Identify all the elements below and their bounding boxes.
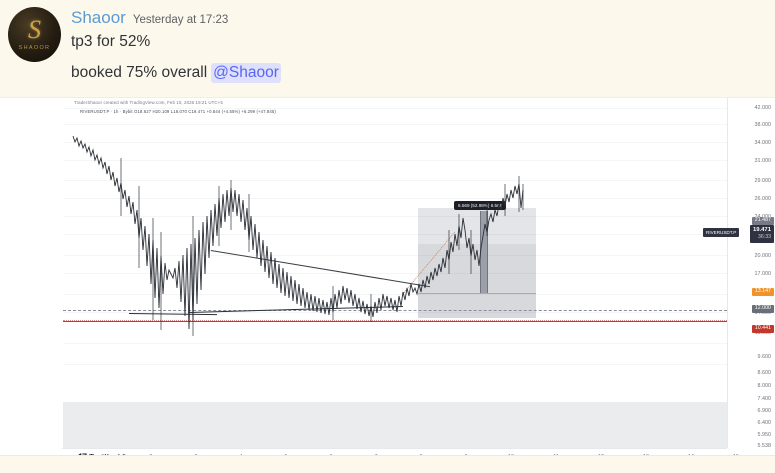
measure-box-upper bbox=[418, 208, 536, 244]
current-price-badge: 19.471 36:33 bbox=[749, 225, 774, 243]
gridline bbox=[63, 294, 727, 295]
message-line-2-text: booked 75% overall bbox=[71, 64, 208, 81]
price-tick: 5.950 bbox=[757, 432, 772, 438]
current-price-value: 19.471 bbox=[752, 227, 771, 233]
avatar: S SHAOOR bbox=[8, 7, 61, 62]
price-axis[interactable]: 42.000 38.000 34.000 31.000 29.000 26.00… bbox=[727, 98, 775, 449]
price-tick: 31.000 bbox=[754, 158, 772, 164]
chart-watermark-title: TraderShaoor created with TradingView.co… bbox=[74, 100, 223, 105]
avatar-monogram: S bbox=[28, 15, 41, 44]
measure-box-lower[interactable] bbox=[418, 244, 536, 318]
message-block: S SHAOOR Shaoor Yesterday at 17:23 tp3 f… bbox=[0, 0, 775, 97]
price-tick: 7.400 bbox=[757, 396, 772, 402]
gridline bbox=[63, 273, 727, 274]
message-line-2: booked 75% overall @Shaoor bbox=[71, 63, 281, 83]
price-tick: 34.000 bbox=[754, 140, 772, 146]
measure-entry-line bbox=[418, 293, 536, 294]
price-tick: 20.000 bbox=[754, 253, 772, 259]
chart-pane: TraderShaoor created with TradingView.co… bbox=[0, 97, 775, 473]
price-badge-slate: 21.487 bbox=[751, 217, 774, 226]
message-line-1: tp3 for 52% bbox=[71, 33, 151, 50]
symbol-tag: RIVERUSDT.P bbox=[703, 228, 740, 238]
price-tick: 5.538 bbox=[757, 443, 772, 449]
price-tick: 38.000 bbox=[754, 122, 772, 128]
gridline bbox=[63, 180, 727, 181]
message-author[interactable]: Shaoor bbox=[71, 8, 126, 27]
gridline bbox=[63, 198, 727, 199]
price-tick: 26.000 bbox=[754, 196, 772, 202]
mention-link[interactable]: @Shaoor bbox=[211, 63, 281, 83]
price-tick: 42.000 bbox=[754, 105, 772, 111]
support-line-red[interactable] bbox=[63, 321, 727, 322]
level-line-dashed-gray[interactable] bbox=[63, 310, 727, 311]
avatar-brand-text: SHAOOR bbox=[18, 45, 51, 51]
price-tick: 6.900 bbox=[757, 408, 772, 414]
candlestick-series bbox=[72, 135, 524, 336]
chart-plot-area[interactable] bbox=[62, 98, 727, 448]
price-tick: 6.400 bbox=[757, 420, 772, 426]
price-badge-gray[interactable]: 12.000 bbox=[751, 305, 774, 314]
bar-countdown: 36:33 bbox=[758, 234, 771, 241]
gridline bbox=[63, 108, 727, 109]
level-line-dotted-red bbox=[63, 320, 727, 321]
chart-legend: RIVERUSDT.P · 1h · Bybit O18.627 H20.109… bbox=[80, 109, 276, 114]
gridline bbox=[63, 124, 727, 125]
gridline bbox=[63, 255, 727, 256]
gridline bbox=[63, 364, 727, 365]
price-tick: 9.600 bbox=[757, 354, 772, 360]
measure-tooltip: 6.569 (52.98%) 6.569 bbox=[454, 201, 507, 210]
gridline bbox=[63, 160, 727, 161]
gridline bbox=[63, 142, 727, 143]
gridline bbox=[63, 312, 727, 313]
price-badge-orange[interactable]: 13.147 bbox=[751, 288, 774, 297]
price-tick: 29.000 bbox=[754, 178, 772, 184]
gridline bbox=[63, 343, 727, 344]
price-tick: 17.000 bbox=[754, 271, 772, 277]
gridline bbox=[63, 234, 727, 235]
price-tick: 8.600 bbox=[757, 370, 772, 376]
price-tick: 8.000 bbox=[757, 383, 772, 389]
message-timestamp: Yesterday at 17:23 bbox=[132, 14, 229, 26]
volume-pane bbox=[63, 402, 727, 448]
price-badge-red[interactable]: 10.441 bbox=[751, 325, 774, 334]
gridline bbox=[63, 216, 727, 217]
message-header: Shaoor Yesterday at 17:23 bbox=[71, 8, 228, 28]
bottom-strip bbox=[0, 455, 775, 473]
